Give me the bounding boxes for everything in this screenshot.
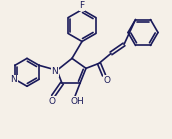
Text: O: O	[104, 76, 110, 85]
Text: O: O	[49, 97, 56, 106]
Text: F: F	[79, 1, 85, 10]
Text: N: N	[52, 67, 58, 76]
Text: OH: OH	[70, 97, 84, 106]
Text: N: N	[10, 75, 17, 84]
